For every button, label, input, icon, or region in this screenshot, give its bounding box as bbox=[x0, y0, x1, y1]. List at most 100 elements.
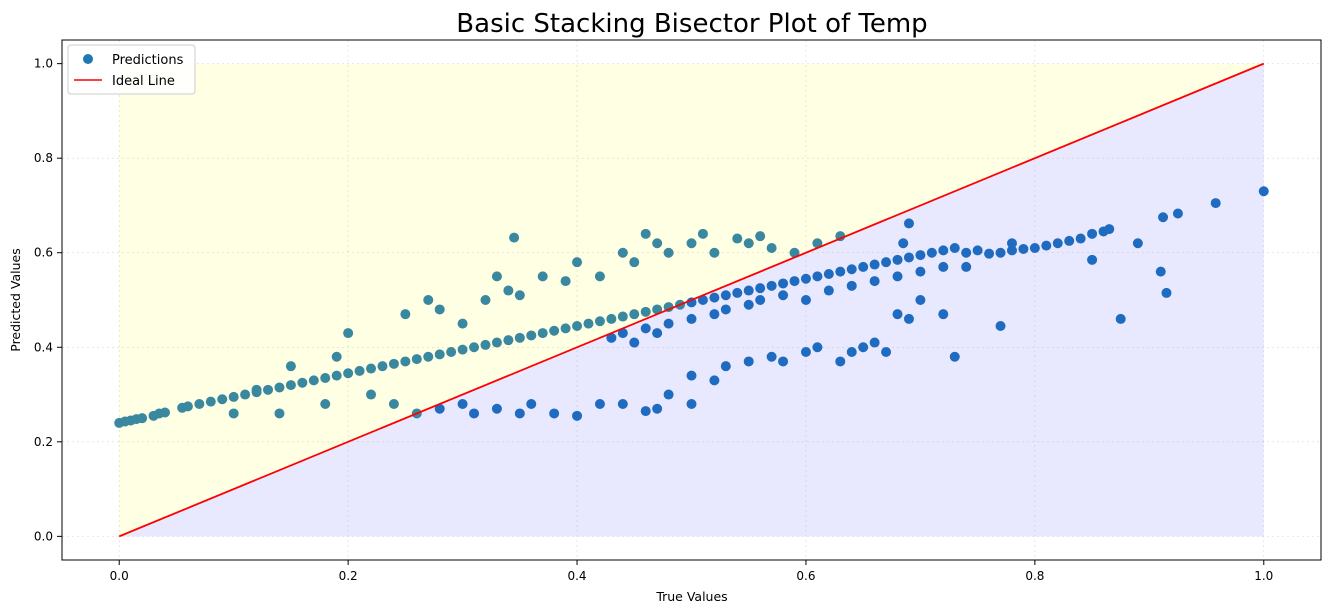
data-point-158 bbox=[915, 295, 926, 305]
data-point-112 bbox=[789, 247, 800, 258]
plot-frame bbox=[61, 39, 1322, 561]
data-point-159 bbox=[938, 309, 949, 320]
data-point-55 bbox=[709, 292, 720, 303]
data-point-131 bbox=[469, 408, 480, 419]
data-point-25 bbox=[366, 363, 377, 374]
data-point-85 bbox=[1052, 238, 1063, 249]
x-tick-label-3: 0.6 bbox=[796, 569, 815, 583]
data-point-62 bbox=[789, 276, 800, 287]
data-point-138 bbox=[617, 399, 628, 409]
data-point-4 bbox=[137, 413, 148, 424]
data-point-145 bbox=[720, 361, 731, 372]
data-point-177 bbox=[640, 323, 651, 334]
data-point-13 bbox=[228, 391, 239, 402]
data-point-96 bbox=[537, 271, 548, 282]
y-tick-label-0: 0.0 bbox=[34, 529, 53, 543]
data-point-119 bbox=[343, 328, 354, 339]
data-point-59 bbox=[755, 283, 766, 294]
data-point-21 bbox=[320, 373, 331, 383]
data-point-106 bbox=[697, 228, 708, 239]
data-point-108 bbox=[732, 233, 743, 244]
data-point-116 bbox=[423, 295, 434, 305]
x-tick-label-5: 1.0 bbox=[1254, 569, 1273, 583]
data-point-185 bbox=[778, 290, 789, 301]
data-point-101 bbox=[629, 257, 640, 268]
data-point-121 bbox=[285, 361, 296, 372]
data-point-81 bbox=[1006, 245, 1017, 256]
data-point-146 bbox=[743, 356, 754, 367]
data-point-133 bbox=[514, 408, 525, 419]
data-point-95 bbox=[514, 290, 525, 301]
data-point-73 bbox=[915, 250, 926, 261]
data-point-7 bbox=[160, 407, 171, 418]
ideal-line bbox=[118, 62, 1265, 538]
data-point-97 bbox=[560, 276, 571, 287]
data-point-43 bbox=[572, 321, 583, 331]
data-point-182 bbox=[720, 304, 731, 315]
legend: Predictions Ideal Line bbox=[67, 44, 196, 95]
data-point-33 bbox=[457, 344, 468, 355]
data-point-176 bbox=[629, 337, 640, 348]
data-point-161 bbox=[995, 321, 1006, 331]
data-point-86 bbox=[1064, 235, 1075, 246]
data-point-115 bbox=[509, 232, 520, 243]
data-point-99 bbox=[594, 271, 605, 282]
data-point-32 bbox=[446, 347, 457, 357]
data-point-17 bbox=[274, 382, 285, 393]
data-point-170 bbox=[1258, 186, 1269, 197]
y-axis-ticks: 0.0 0.2 0.4 0.6 0.8 1.0 bbox=[34, 57, 62, 543]
data-point-102 bbox=[640, 228, 651, 239]
data-point-109 bbox=[743, 238, 754, 249]
data-point-38 bbox=[514, 332, 525, 343]
data-point-156 bbox=[892, 309, 903, 320]
data-point-125 bbox=[320, 399, 331, 409]
data-point-36 bbox=[491, 337, 502, 348]
data-point-40 bbox=[537, 328, 548, 339]
data-point-93 bbox=[491, 271, 502, 282]
data-point-141 bbox=[663, 389, 674, 400]
data-point-169 bbox=[1210, 198, 1221, 209]
data-point-150 bbox=[812, 342, 823, 353]
data-point-75 bbox=[938, 245, 949, 256]
data-point-100 bbox=[617, 247, 628, 258]
data-point-24 bbox=[354, 365, 365, 376]
data-point-68 bbox=[858, 261, 869, 272]
y-tick-label-4: 0.8 bbox=[34, 151, 53, 165]
data-point-61 bbox=[778, 278, 789, 289]
data-point-41 bbox=[549, 325, 560, 336]
x-tick-label-4: 0.8 bbox=[1025, 569, 1044, 583]
data-point-124 bbox=[274, 408, 285, 419]
data-point-20 bbox=[308, 375, 319, 386]
legend-label-predictions: Predictions bbox=[112, 53, 184, 68]
data-point-178 bbox=[652, 328, 663, 339]
data-point-78 bbox=[972, 245, 983, 256]
data-point-160 bbox=[949, 351, 960, 362]
data-point-107 bbox=[709, 247, 720, 258]
data-point-54 bbox=[697, 295, 708, 305]
data-point-181 bbox=[709, 309, 720, 320]
data-point-171 bbox=[903, 218, 914, 229]
data-point-137 bbox=[594, 399, 605, 409]
data-point-88 bbox=[1087, 228, 1098, 239]
data-point-139 bbox=[640, 406, 651, 417]
data-point-163 bbox=[1115, 313, 1126, 324]
data-point-103 bbox=[652, 238, 663, 249]
data-point-23 bbox=[343, 368, 354, 379]
data-point-31 bbox=[434, 349, 445, 360]
data-point-140 bbox=[652, 403, 663, 414]
data-point-166 bbox=[1161, 287, 1172, 298]
data-point-39 bbox=[526, 330, 537, 341]
data-point-67 bbox=[846, 264, 857, 275]
data-point-180 bbox=[686, 313, 697, 324]
data-point-122 bbox=[251, 384, 262, 395]
data-point-84 bbox=[1041, 240, 1052, 251]
data-point-47 bbox=[617, 311, 628, 322]
x-tick-label-2: 0.4 bbox=[567, 569, 586, 583]
data-point-157 bbox=[903, 313, 914, 324]
data-point-65 bbox=[823, 269, 834, 279]
data-point-74 bbox=[926, 247, 937, 258]
data-point-164 bbox=[1132, 238, 1143, 249]
data-point-82 bbox=[1018, 243, 1029, 254]
data-point-174 bbox=[606, 332, 617, 343]
